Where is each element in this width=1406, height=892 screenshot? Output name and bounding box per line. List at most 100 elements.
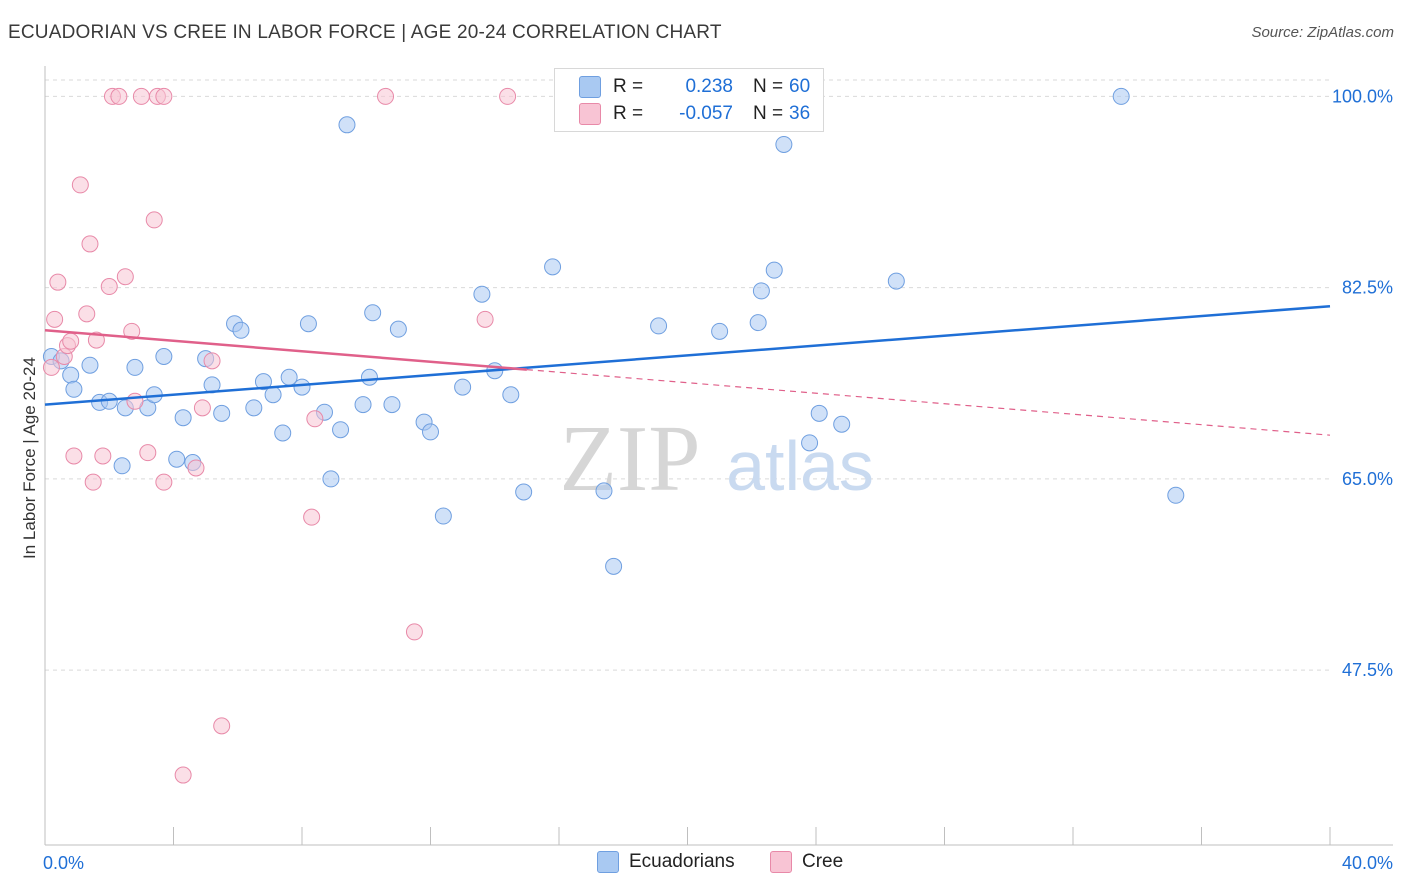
point-cree bbox=[139, 444, 157, 462]
legend-n-label: N = bbox=[753, 76, 784, 97]
legend-r-label: R = bbox=[613, 76, 644, 97]
point-ecuadorians bbox=[810, 404, 828, 422]
point-cree bbox=[71, 176, 89, 194]
point-ecuadorians bbox=[155, 347, 173, 365]
point-cree bbox=[174, 766, 192, 784]
watermark-zip: ZIP bbox=[560, 407, 701, 511]
point-ecuadorians bbox=[801, 434, 819, 452]
chart-title: ECUADORIAN VS CREE IN LABOR FORCE | AGE … bbox=[8, 22, 722, 43]
point-ecuadorians bbox=[338, 116, 356, 134]
point-ecuadorians bbox=[749, 314, 767, 332]
watermark-atlas: atlas bbox=[726, 427, 874, 505]
point-ecuadorians bbox=[383, 396, 401, 414]
point-cree bbox=[405, 623, 423, 641]
point-ecuadorians bbox=[354, 396, 372, 414]
legend-r-value: -0.057 bbox=[679, 103, 733, 124]
point-ecuadorians bbox=[62, 366, 80, 384]
point-cree bbox=[62, 332, 80, 350]
point-ecuadorians bbox=[711, 322, 729, 340]
point-ecuadorians bbox=[364, 304, 382, 322]
point-ecuadorians bbox=[126, 358, 144, 376]
point-ecuadorians bbox=[502, 386, 520, 404]
data-points bbox=[42, 87, 1185, 784]
point-cree bbox=[155, 87, 173, 105]
x-tick-label-min: 0.0% bbox=[43, 853, 84, 873]
point-ecuadorians bbox=[113, 457, 131, 475]
x-tick-label-max: 40.0% bbox=[1342, 853, 1393, 873]
point-ecuadorians bbox=[254, 373, 272, 391]
point-ecuadorians bbox=[332, 421, 350, 439]
point-cree bbox=[110, 87, 128, 105]
point-cree bbox=[116, 268, 134, 286]
y-tick-label: 65.0% bbox=[1342, 469, 1393, 489]
point-cree bbox=[94, 447, 112, 465]
grid-lines bbox=[45, 79, 1330, 671]
legend-label-ecuadorians: Ecuadorians bbox=[629, 851, 735, 872]
axes bbox=[44, 66, 1393, 846]
legend-row-cree: R = -0.057 N = 36 bbox=[579, 101, 810, 127]
y-tick-label: 100.0% bbox=[1332, 86, 1393, 106]
point-cree bbox=[476, 310, 494, 328]
source-credit[interactable]: Source: ZipAtlas.com bbox=[1251, 24, 1394, 41]
point-cree bbox=[132, 87, 150, 105]
point-ecuadorians bbox=[299, 315, 317, 333]
legend-swatch-pink bbox=[579, 103, 601, 125]
point-cree bbox=[81, 235, 99, 253]
point-ecuadorians bbox=[650, 317, 668, 335]
legend-r-label: R = bbox=[613, 103, 644, 124]
point-ecuadorians bbox=[833, 415, 851, 433]
point-ecuadorians bbox=[473, 285, 491, 303]
point-cree bbox=[306, 410, 324, 428]
legend-item-ecuadorians[interactable]: Ecuadorians bbox=[597, 851, 735, 873]
point-cree bbox=[100, 278, 118, 296]
trend-extension-cree bbox=[526, 369, 1331, 436]
legend-label-cree: Cree bbox=[802, 851, 844, 872]
trend-line-cree bbox=[44, 329, 527, 371]
point-ecuadorians bbox=[887, 272, 905, 290]
point-ecuadorians bbox=[544, 258, 562, 276]
legend-row-ecuadorians: R = 0.238 N = 60 bbox=[579, 74, 810, 100]
point-ecuadorians bbox=[322, 470, 340, 488]
tick-labels: 47.5% 65.0% 82.5% 100.0% 0.0% 40.0% bbox=[43, 86, 1393, 873]
point-cree bbox=[187, 459, 205, 477]
point-cree bbox=[499, 87, 517, 105]
point-ecuadorians bbox=[752, 282, 770, 300]
point-cree bbox=[123, 322, 141, 340]
watermark: ZIP atlas bbox=[560, 407, 874, 511]
point-cree bbox=[155, 473, 173, 491]
point-cree bbox=[78, 305, 96, 323]
point-cree bbox=[145, 211, 163, 229]
point-cree bbox=[42, 358, 60, 376]
legend-item-cree[interactable]: Cree bbox=[770, 851, 843, 873]
point-ecuadorians bbox=[213, 404, 231, 422]
legend-swatch-blue bbox=[597, 851, 619, 873]
point-ecuadorians bbox=[174, 409, 192, 427]
legend-r-value: 0.238 bbox=[685, 76, 733, 97]
point-ecuadorians bbox=[434, 507, 452, 525]
point-cree bbox=[203, 352, 221, 370]
point-ecuadorians bbox=[245, 399, 263, 417]
legend-n-value: 60 bbox=[789, 76, 811, 97]
legend-n-label: N = bbox=[753, 103, 784, 124]
point-ecuadorians bbox=[264, 386, 282, 404]
trend-line-ecuadorians bbox=[44, 304, 1331, 406]
y-tick-label: 47.5% bbox=[1342, 660, 1393, 680]
stats-legend: R = 0.238 N = 60 R = -0.057 N = 36 bbox=[554, 68, 824, 132]
legend-swatch-blue bbox=[579, 76, 601, 98]
point-ecuadorians bbox=[605, 557, 623, 575]
point-ecuadorians bbox=[65, 380, 83, 398]
point-cree bbox=[303, 508, 321, 526]
point-ecuadorians bbox=[360, 368, 378, 386]
point-cree bbox=[87, 331, 105, 349]
point-cree bbox=[193, 399, 211, 417]
point-ecuadorians bbox=[775, 135, 793, 153]
point-ecuadorians bbox=[81, 356, 99, 374]
point-ecuadorians bbox=[232, 321, 250, 339]
point-ecuadorians bbox=[1112, 87, 1130, 105]
y-tick-label: 82.5% bbox=[1342, 278, 1393, 298]
point-ecuadorians bbox=[168, 450, 186, 468]
point-ecuadorians bbox=[293, 378, 311, 396]
point-cree bbox=[213, 717, 231, 735]
point-cree bbox=[65, 447, 83, 465]
point-ecuadorians bbox=[1167, 486, 1185, 504]
